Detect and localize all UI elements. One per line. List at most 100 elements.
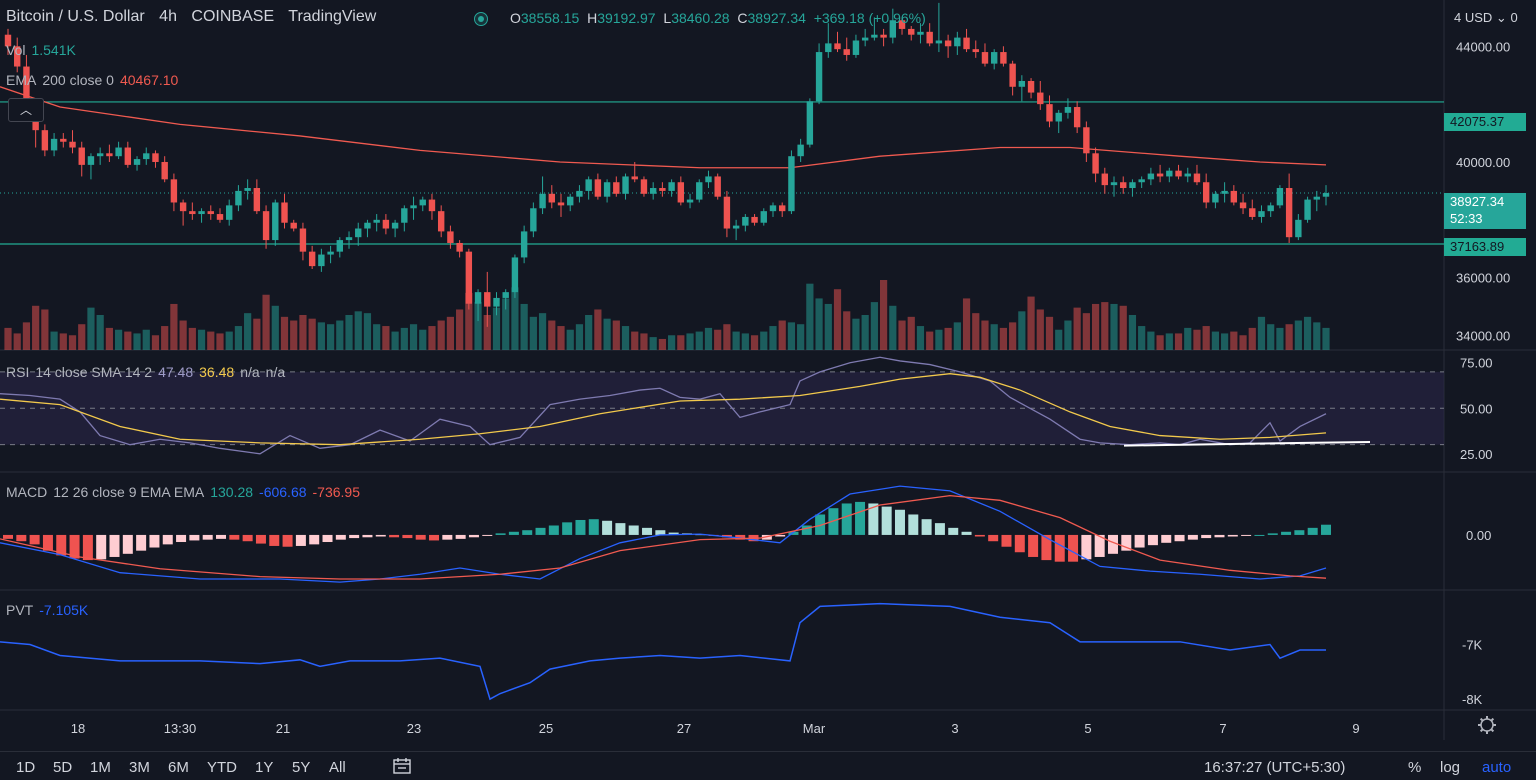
range-5d[interactable]: 5D [53, 759, 73, 776]
symbol-header[interactable]: Bitcoin / U.S. Dollar 4h COINBASE Tradin… [6, 8, 376, 26]
range-all[interactable]: All [329, 759, 346, 776]
calendar-range-icon[interactable] [392, 756, 412, 780]
volume-bar [1248, 327, 1256, 350]
rsi-na-1: n/a [240, 364, 260, 380]
volume-bar [326, 324, 335, 350]
volume-bar [225, 331, 233, 350]
range-3m[interactable]: 3M [129, 759, 150, 776]
volume-bar [1036, 309, 1044, 350]
volume-bar [262, 294, 270, 350]
candle-body [14, 46, 21, 67]
volume-bar [170, 303, 178, 350]
log-toggle[interactable]: log [1440, 759, 1461, 776]
volume-bar [161, 326, 169, 350]
collapse-legend-button[interactable]: ︿ [8, 98, 44, 122]
macd-histogram-bar [642, 527, 653, 535]
candle-body [124, 147, 132, 165]
macd-histogram-bar [322, 534, 333, 543]
clock-time[interactable]: 16:37:27 (UTC+5:30) [1204, 759, 1346, 776]
macd-histogram-bar [855, 501, 866, 535]
volume-bar [446, 316, 455, 350]
candle-body [318, 254, 325, 267]
chart-canvas[interactable]: 44000.0040000.0036000.0034000.0075.0050.… [0, 0, 1536, 752]
market-status-icon[interactable] [474, 12, 488, 26]
price-axis-label-2: 36000.00 [1456, 271, 1510, 286]
macd-histogram-bar [948, 527, 959, 535]
gear-icon-tooth [1479, 728, 1484, 733]
interval-label[interactable]: 4h [159, 8, 177, 25]
range-6m[interactable]: 6M [168, 759, 189, 776]
candle-body [410, 205, 417, 209]
pvt-name: PVT [6, 602, 34, 618]
volume-bar [806, 283, 814, 350]
range-1m[interactable]: 1M [90, 759, 111, 776]
volume-bar [345, 315, 353, 350]
macd-signal-line [0, 494, 1327, 580]
percent-toggle[interactable]: % [1408, 759, 1422, 776]
range-ytd[interactable]: YTD [207, 759, 237, 776]
candle-body [428, 199, 436, 212]
candle-body [244, 188, 251, 191]
range-1y[interactable]: 1Y [255, 759, 274, 776]
vol-name: Vol [6, 42, 26, 58]
candle-body [1064, 107, 1072, 113]
macd-histogram-bar [109, 534, 120, 557]
volume-bar [1027, 296, 1035, 350]
candle-body [1175, 170, 1182, 177]
volume-bar [1322, 327, 1330, 350]
gear-icon [1480, 718, 1494, 732]
macd-histogram-bar [1028, 534, 1039, 557]
volume-bar [612, 320, 620, 350]
macd-histogram-bar [429, 534, 440, 541]
candle-body [1276, 188, 1284, 206]
candle-body [1018, 80, 1026, 87]
volume-bar [78, 324, 86, 350]
vol-legend[interactable]: Vol 1.541K [6, 42, 82, 58]
volume-bar [419, 329, 427, 350]
range-1d[interactable]: 1D [16, 759, 36, 776]
volume-bar [1276, 327, 1284, 350]
ema-params: 200 close 0 [42, 72, 114, 88]
rsi-axis-label-1: 50.00 [1460, 401, 1493, 416]
candle-body [557, 202, 565, 206]
candle-body [1258, 211, 1265, 217]
volume-bar [1101, 302, 1109, 350]
macd-signal-value: -736.95 [312, 484, 360, 500]
time-axis-label-8: 5 [1084, 721, 1091, 736]
candle-body [1313, 196, 1320, 200]
pvt-axis-label-0: -7K [1462, 638, 1483, 653]
macd-histogram-bar [309, 534, 320, 545]
rsi-legend[interactable]: RSI 14 close SMA 14 2 47.48 36.48 n/a n/a [6, 364, 291, 380]
volume-bar [105, 327, 113, 350]
auto-toggle[interactable]: auto [1482, 759, 1512, 776]
volume-bar [197, 329, 206, 350]
candle-body [723, 196, 731, 229]
volume-bar [990, 324, 998, 350]
candle-body [1193, 173, 1201, 183]
volume-bar [566, 329, 574, 350]
macd-histogram-bar [1254, 534, 1265, 536]
macd-legend[interactable]: MACD 12 26 close 9 EMA EMA 130.28 -606.68 -7… [6, 484, 366, 500]
candle-body [1295, 219, 1302, 238]
candle-body [511, 257, 519, 293]
candle-body [484, 292, 491, 307]
macd-histogram-bar [1307, 527, 1318, 535]
range-5y[interactable]: 5Y [292, 759, 311, 776]
rsi-sma-value: 36.48 [199, 364, 235, 380]
volume-bar [926, 331, 934, 350]
volume-bar [1045, 316, 1054, 350]
currency-selector[interactable]: 4 USD ⌄ 0 [1454, 10, 1518, 26]
candle-body [705, 176, 712, 183]
change-value: +369.18 (+0.96%) [813, 10, 926, 26]
candle-body [714, 176, 721, 197]
ema-legend[interactable]: EMA 200 close 0 40467.10 [6, 72, 184, 88]
pvt-legend[interactable]: PVT -7.105K [6, 602, 94, 618]
macd-histogram-bar [136, 534, 147, 551]
candle-body [207, 211, 214, 215]
macd-histogram-bar [961, 531, 972, 535]
rsi-axis-label-2: 25.00 [1460, 447, 1493, 462]
volume-bar [631, 331, 639, 350]
volume-bar [898, 320, 906, 350]
candle-body [1285, 188, 1293, 238]
candle-body [825, 43, 832, 53]
